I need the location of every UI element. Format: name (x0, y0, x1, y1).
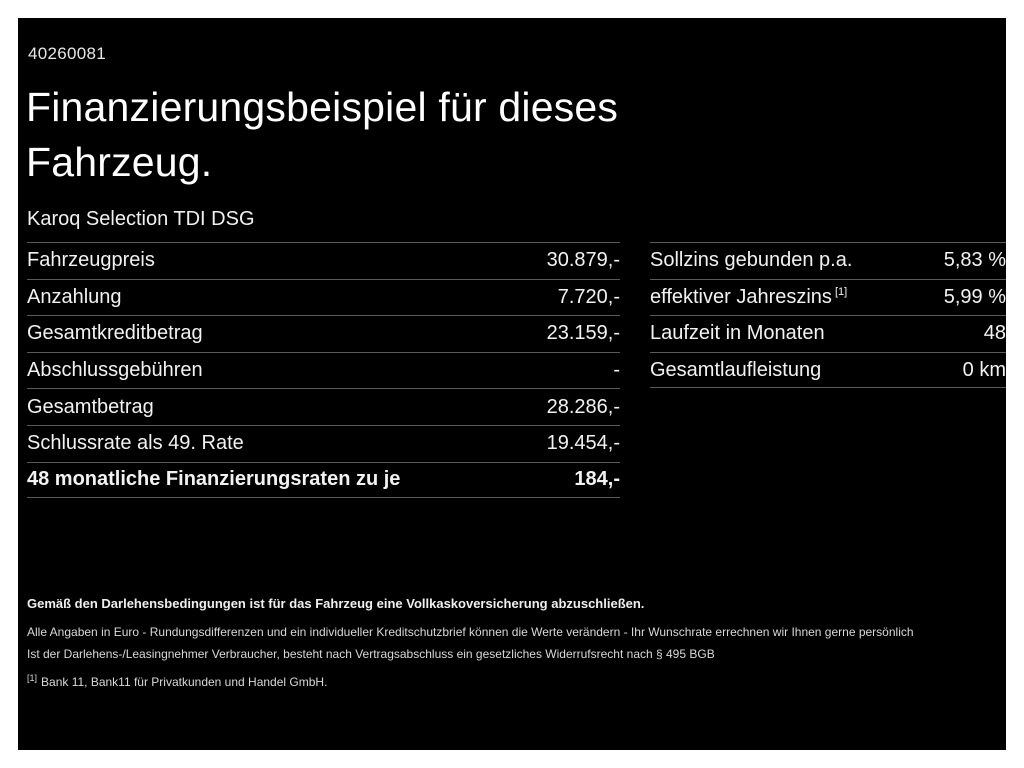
row-label: Anzahlung (27, 285, 122, 308)
row-label: Gesamtlaufleistung (650, 358, 822, 381)
row-value: 23.159,- (546, 322, 620, 345)
footnote-marker: [1] (27, 673, 38, 683)
disclaimer-withdrawal: Ist der Darlehens-/Leasingnehmer Verbrau… (27, 647, 715, 661)
row-label: Laufzeit in Monaten (650, 322, 825, 345)
row-value: 30.879,- (546, 249, 620, 272)
row-label: effektiver Jahreszins [1] (650, 286, 847, 309)
table-row-laufzeit: Laufzeit in Monaten 48 (650, 315, 1006, 352)
table-row-effektiver-jahreszins: effektiver Jahreszins [1] 5,99 % (650, 278, 1006, 316)
row-value: 48 (983, 322, 1006, 345)
table-row-schlussrate: Schlussrate als 49. Rate 19.454,- (27, 424, 620, 462)
row-value: 0 km (962, 358, 1006, 381)
row-label: Fahrzeugpreis (27, 249, 155, 272)
footnote-text: Bank 11, Bank11 für Privatkunden und Han… (41, 675, 328, 689)
disclaimer-euro: Alle Angaben in Euro - Rundungsdifferenz… (27, 625, 914, 639)
table-row-sollzins: Sollzins gebunden p.a. 5,83 % (650, 242, 1006, 279)
table-row-monatliche-raten: 48 monatliche Finanzierungsraten zu je 1… (27, 461, 620, 499)
page-title: Finanzierungsbeispiel für dieses Fahrzeu… (26, 80, 618, 190)
vehicle-id: 40260081 (28, 44, 107, 63)
disclaimer-block: Gemäß den Darlehensbedingungen ist für d… (27, 596, 992, 689)
row-label: Schlussrate als 49. Rate (27, 432, 244, 455)
row-label: Gesamtkreditbetrag (27, 322, 203, 345)
table-row-gesamtlaufleistung: Gesamtlaufleistung 0 km (650, 351, 1006, 389)
table-row-fahrzeugpreis: Fahrzeugpreis 30.879,- (27, 242, 620, 279)
table-row-gesamtkreditbetrag: Gesamtkreditbetrag 23.159,- (27, 315, 620, 352)
row-value: 28.286,- (546, 395, 620, 418)
row-label: Abschlussgebühren (27, 359, 203, 382)
page-title-line2: Fahrzeug. (26, 139, 213, 185)
row-value: 19.454,- (546, 432, 620, 455)
row-value: 5,83 % (943, 249, 1006, 272)
row-label: Gesamtbetrag (27, 395, 154, 418)
row-label: 48 monatliche Finanzierungsraten zu je (27, 468, 401, 491)
row-value: 5,99 % (943, 285, 1006, 308)
row-label-text: effektiver Jahreszins (650, 285, 832, 308)
row-label: Sollzins gebunden p.a. (650, 249, 853, 272)
row-value: - (613, 359, 620, 382)
row-value: 7.720,- (557, 285, 620, 308)
row-value: 184,- (574, 468, 620, 491)
page-title-line1: Finanzierungsbeispiel für dieses (26, 84, 619, 130)
financing-table: Fahrzeugpreis 30.879,- Anzahlung 7.720,-… (27, 242, 620, 499)
footnote-bank11: [1] Bank 11, Bank11 für Privatkunden und … (27, 673, 992, 690)
table-row-gesamtbetrag: Gesamtbetrag 28.286,- (27, 388, 620, 425)
table-row-abschlussgebuehren: Abschlussgebühren - (27, 351, 620, 389)
table-row-anzahlung: Anzahlung 7.720,- (27, 278, 620, 316)
rates-table: Sollzins gebunden p.a. 5,83 % effektiver… (650, 242, 1006, 389)
financing-sheet: 40260081 Finanzierungsbeispiel für diese… (18, 18, 1006, 750)
vehicle-model-subtitle: Karoq Selection TDI DSG (27, 208, 255, 230)
footnote-marker: [1] (834, 286, 848, 299)
disclaimer-insurance: Gemäß den Darlehensbedingungen ist für d… (27, 596, 645, 611)
